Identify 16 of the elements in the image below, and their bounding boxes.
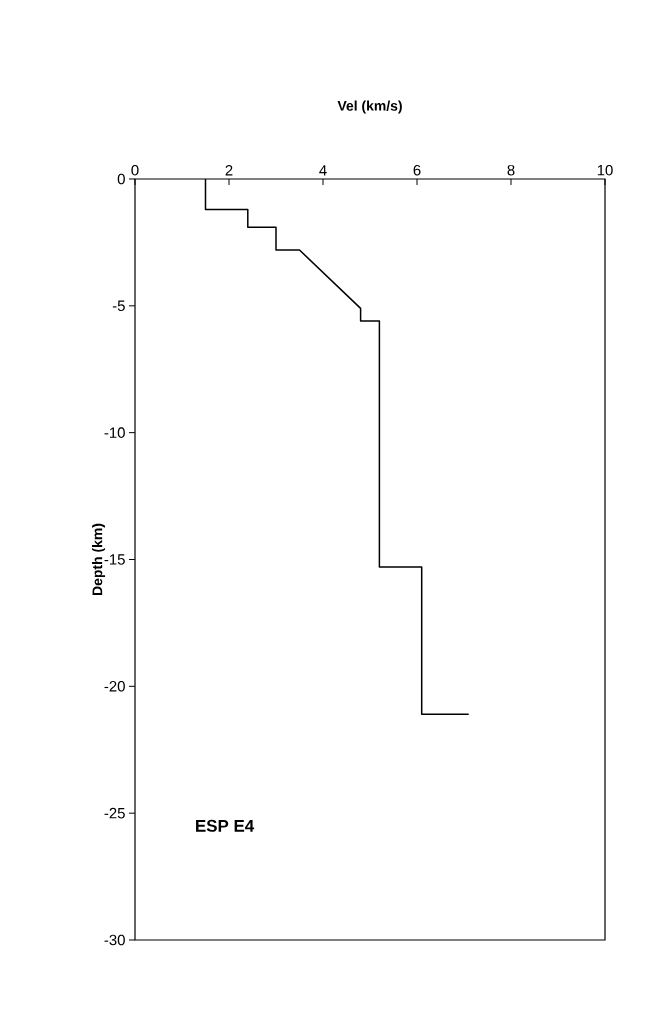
y-tick-label: -5 bbox=[112, 300, 125, 312]
x-tick-label: 2 bbox=[225, 165, 233, 176]
x-tick-label: 0 bbox=[131, 164, 139, 176]
y-tick-label: -10 bbox=[104, 427, 125, 438]
x-axis-title: Vel (km/s) bbox=[337, 100, 402, 114]
x-tick-label: 6 bbox=[413, 164, 421, 176]
y-tick-label: 0 bbox=[117, 173, 125, 185]
y-tick-label: -25 bbox=[104, 807, 125, 819]
x-tick-label: 8 bbox=[507, 164, 515, 176]
y-tick-label: -20 bbox=[104, 681, 125, 692]
y-axis-title: Depth (km) bbox=[92, 523, 106, 595]
x-tick-label: 10 bbox=[597, 164, 613, 176]
y-tick-label: -30 bbox=[104, 934, 125, 946]
x-tick-label: 4 bbox=[319, 165, 327, 176]
y-tick-label: -15 bbox=[104, 554, 125, 565]
annotation: ESP E4 bbox=[196, 819, 255, 832]
